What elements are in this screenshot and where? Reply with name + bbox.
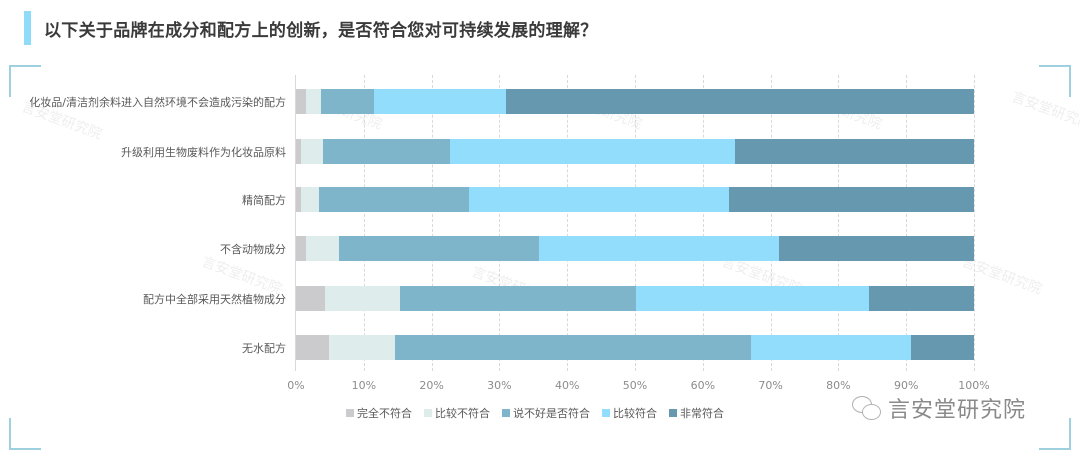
- x-tick-label: 100%: [958, 379, 990, 392]
- x-tick-label: 50%: [622, 379, 648, 392]
- legend-label: 比较不符合: [435, 407, 490, 420]
- bar-segment: [296, 286, 326, 311]
- gridline: [906, 75, 908, 371]
- gridline: [567, 75, 569, 371]
- gridline: [635, 75, 636, 371]
- gridline: [499, 75, 501, 371]
- bar-row: [296, 335, 974, 360]
- bar-segment: [296, 335, 330, 360]
- x-tick-label: 10%: [351, 379, 377, 392]
- bar-segment: [750, 335, 911, 360]
- bar-row: [296, 139, 974, 164]
- bar-segment: [729, 187, 974, 212]
- legend-item: 完全不符合: [346, 405, 412, 421]
- category-label: 不含动物成分: [220, 243, 286, 256]
- x-tick-label: 70%: [758, 379, 783, 392]
- legend-label: 说不好是否符合: [513, 407, 590, 420]
- bar-segment: [325, 286, 400, 311]
- bar-segment: [306, 89, 322, 114]
- bar-segment: [296, 89, 307, 114]
- bar-segment: [635, 286, 869, 311]
- x-tick-label: 40%: [554, 379, 580, 392]
- legend-item: 比较不符合: [424, 405, 490, 421]
- legend: 完全不符合 比较不符合 说不好是否符合 比较符合 非常符合: [346, 405, 724, 421]
- bar-segment: [296, 139, 302, 164]
- gridline: [702, 75, 704, 371]
- category-label: 配方中全部采用天然植物成分: [143, 293, 286, 306]
- bar-segment: [306, 236, 339, 261]
- bar-segment: [394, 335, 751, 360]
- bar-segment: [329, 335, 395, 360]
- bar-segment: [321, 89, 374, 114]
- wechat-icon: [852, 396, 882, 420]
- legend-swatch: [424, 409, 432, 417]
- bar-segment: [734, 139, 974, 164]
- bar-segment: [778, 236, 974, 261]
- x-tick-label: 80%: [826, 379, 851, 392]
- legend-item: 非常符合: [669, 405, 724, 421]
- gridline: [770, 75, 772, 371]
- bar-segment: [399, 286, 636, 311]
- x-tick-label: 20%: [419, 379, 444, 392]
- corner-decoration-bottom-left: [9, 418, 41, 450]
- bar-segment: [338, 236, 539, 261]
- bar-segment: [323, 139, 450, 164]
- title-accent-bar: [24, 11, 31, 45]
- bar-segment: [910, 335, 974, 360]
- bar-segment: [301, 139, 324, 164]
- x-tick-label: 90%: [893, 379, 919, 392]
- gridline: [838, 75, 840, 371]
- bar-segment: [296, 236, 307, 261]
- bar-segment: [301, 187, 320, 212]
- corner-decoration-top-right: [1039, 65, 1071, 97]
- chart-title: 以下关于品牌在成分和配方上的创新，是否符合您对可持续发展的理解？: [44, 21, 598, 41]
- legend-item: 比较符合: [602, 405, 657, 421]
- corner-decoration-top-left: [9, 65, 41, 97]
- legend-label: 比较符合: [613, 407, 657, 420]
- bar-segment: [868, 286, 974, 311]
- brand-watermark-text: 言安堂研究院: [888, 398, 1027, 423]
- x-tick-label: 30%: [487, 379, 512, 392]
- legend-swatch: [669, 409, 677, 417]
- bar-row: [296, 187, 974, 212]
- gridline: [431, 75, 433, 371]
- bar-segment: [319, 187, 469, 212]
- legend-label: 完全不符合: [357, 407, 412, 420]
- gridline: [363, 75, 365, 371]
- x-tick-label: 0%: [287, 379, 305, 392]
- bar-row: [296, 89, 974, 114]
- corner-decoration-bottom-right: [1039, 418, 1071, 450]
- bar-row: [296, 286, 974, 311]
- bar-segment: [468, 187, 730, 212]
- bar-segment: [449, 139, 735, 164]
- bar-row: [296, 236, 974, 261]
- y-axis-line: [295, 75, 296, 371]
- bar-segment: [506, 89, 974, 114]
- legend-swatch: [346, 409, 354, 417]
- legend-item: 说不好是否符合: [502, 405, 590, 421]
- brand-watermark: 言安堂研究院: [852, 392, 1026, 424]
- category-label: 化妆品/清洁剂余料进入自然环境不会造成污染的配方: [29, 96, 286, 109]
- bar-segment: [373, 89, 507, 114]
- legend-label: 非常符合: [680, 407, 724, 420]
- gridline: [974, 75, 975, 371]
- category-label: 无水配方: [242, 342, 286, 355]
- legend-swatch: [502, 409, 510, 417]
- bar-segment: [296, 187, 302, 212]
- category-label: 升级利用生物废料作为化妆品原料: [121, 146, 286, 159]
- legend-swatch: [602, 409, 610, 417]
- category-label: 精简配方: [242, 194, 286, 207]
- plot-area: [295, 75, 975, 371]
- x-tick-label: 60%: [690, 379, 716, 392]
- bar-segment: [538, 236, 779, 261]
